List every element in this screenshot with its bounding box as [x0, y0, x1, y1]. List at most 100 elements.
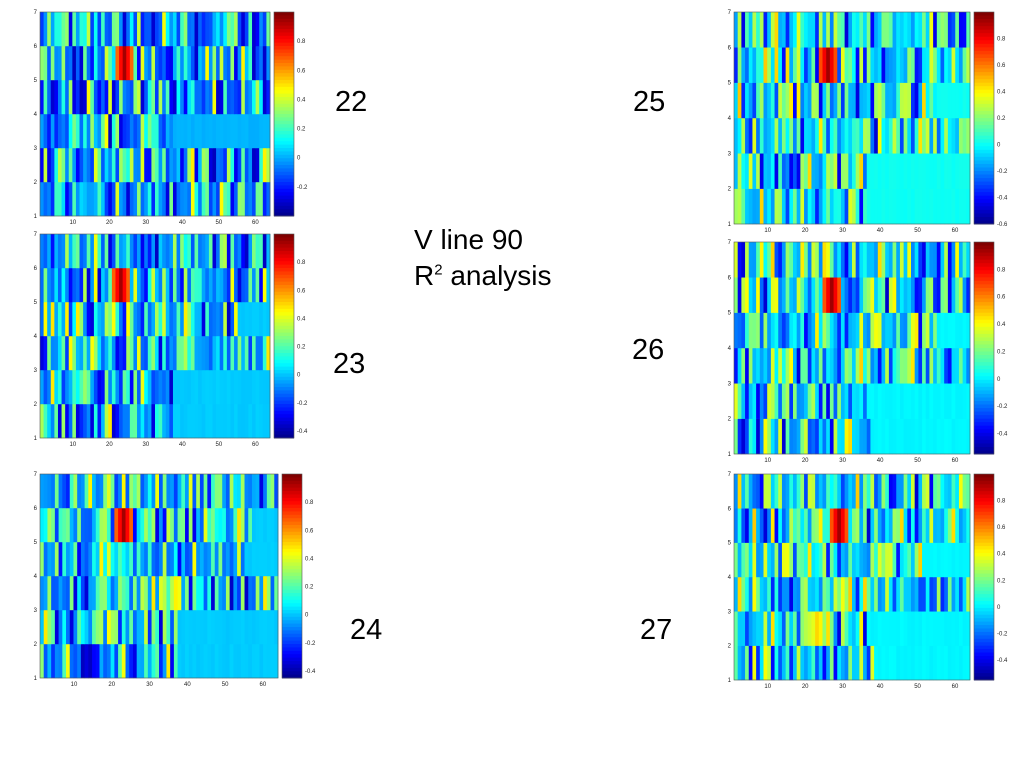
heatmap-cell — [944, 577, 949, 612]
heatmap-cell — [205, 12, 210, 47]
heatmap-cell — [194, 302, 199, 337]
heatmap-cell — [955, 82, 960, 119]
heatmap-cell — [866, 508, 871, 543]
heatmap-cell — [822, 645, 827, 681]
heatmap-cell — [211, 576, 216, 611]
heatmap-cell — [119, 114, 124, 149]
heatmap-cell — [119, 268, 124, 303]
heatmap-cell — [230, 46, 235, 81]
heatmap-cell — [793, 312, 798, 349]
heatmap-cell — [43, 302, 48, 337]
heatmap-cell — [255, 610, 260, 645]
heatmap-cell — [240, 644, 245, 679]
heatmap-cell — [118, 576, 123, 611]
heatmap-cell — [114, 644, 119, 679]
heatmap-cell — [122, 148, 127, 183]
heatmap-cell — [807, 577, 812, 612]
heatmap-cell — [244, 576, 249, 611]
heatmap-cell — [829, 474, 834, 509]
heatmap-cell — [140, 508, 145, 543]
heatmap-cell — [225, 542, 231, 577]
heatmap-cell — [47, 182, 52, 217]
heatmap-cell — [903, 188, 908, 225]
heatmap-cell — [79, 404, 84, 439]
heatmap-cell — [752, 277, 757, 313]
heatmap-cell — [180, 336, 185, 371]
heatmap-cell — [237, 80, 242, 115]
heatmap-cell — [187, 234, 192, 269]
y-tick-label: 6 — [34, 266, 38, 272]
heatmap-cell — [241, 268, 246, 303]
heatmap-cell — [785, 508, 790, 543]
heatmap-cell — [177, 508, 182, 543]
heatmap-cell — [789, 611, 794, 646]
heatmap-cell — [844, 508, 849, 543]
heatmap-cell — [922, 242, 927, 278]
heatmap-cell — [104, 12, 109, 47]
heatmap-cell — [741, 418, 746, 455]
heatmap-cell — [162, 12, 167, 47]
heatmap-cell — [57, 12, 62, 47]
heatmap-cell — [84, 610, 89, 645]
heatmap-cell — [40, 404, 44, 439]
heatmap-cell — [874, 508, 879, 543]
heatmap-cell — [47, 644, 52, 679]
heatmap-cell — [187, 302, 192, 337]
heatmap-cell — [818, 542, 823, 578]
heatmap-cell — [259, 336, 264, 371]
heatmap-cell — [122, 234, 127, 269]
heatmap-cell — [859, 47, 864, 83]
heatmap-cell — [47, 542, 52, 577]
heatmap-cell — [111, 182, 116, 217]
heatmap-cell — [43, 148, 48, 183]
heatmap-cell — [785, 645, 790, 681]
heatmap-cell — [929, 348, 934, 384]
x-tick-label: 60 — [952, 458, 959, 464]
heatmap-cell — [115, 182, 120, 217]
heatmap-cell — [201, 46, 206, 81]
heatmap-cell — [176, 114, 181, 149]
heatmap-cell — [848, 348, 853, 384]
heatmap-cell — [767, 474, 772, 509]
colorbar-tick-label: 0.2 — [305, 585, 314, 591]
heatmap-cell — [192, 610, 197, 645]
heatmap-cell — [756, 383, 761, 419]
colorbar-segment — [274, 417, 294, 422]
heatmap-cell — [155, 182, 159, 217]
heatmap-cell — [737, 542, 742, 578]
heatmap-cell — [936, 188, 941, 225]
heatmap-cell — [147, 46, 152, 81]
heatmap-cell — [778, 47, 783, 83]
heatmap-cell — [252, 182, 257, 217]
heatmap-cell — [911, 153, 916, 189]
heatmap-cell — [911, 12, 916, 48]
heatmap-cell — [888, 153, 893, 189]
heatmap-cell — [829, 153, 834, 189]
heatmap-cell — [822, 577, 827, 612]
y-tick-label: 3 — [728, 381, 732, 387]
heatmap-cell — [763, 277, 768, 313]
heatmap-cell — [885, 418, 890, 455]
heatmap-cell — [114, 474, 119, 509]
heatmap-cell — [892, 47, 897, 83]
heatmap-cell — [815, 474, 820, 509]
colorbar-segment — [274, 120, 294, 125]
colorbar-tick-label: 0.8 — [997, 267, 1006, 273]
heatmap-cell — [79, 80, 84, 115]
colorbar-frame — [973, 11, 995, 225]
colorbar-segment — [274, 76, 294, 81]
heatmap-cell — [955, 242, 960, 278]
heatmap-cell — [958, 47, 964, 83]
heatmap-cell — [101, 80, 106, 115]
heatmap-cell — [962, 188, 967, 225]
heatmap-cell — [877, 242, 882, 278]
heatmap-cell — [151, 268, 156, 303]
heatmap-cell — [226, 182, 231, 217]
heatmap-cell — [255, 404, 260, 439]
heatmap-cell — [815, 82, 820, 119]
heatmap-cell — [907, 508, 912, 543]
heatmap-cell — [763, 312, 768, 349]
heatmap-cell — [176, 12, 181, 47]
heatmap-cell — [99, 474, 104, 509]
heatmap-cell — [172, 268, 177, 303]
